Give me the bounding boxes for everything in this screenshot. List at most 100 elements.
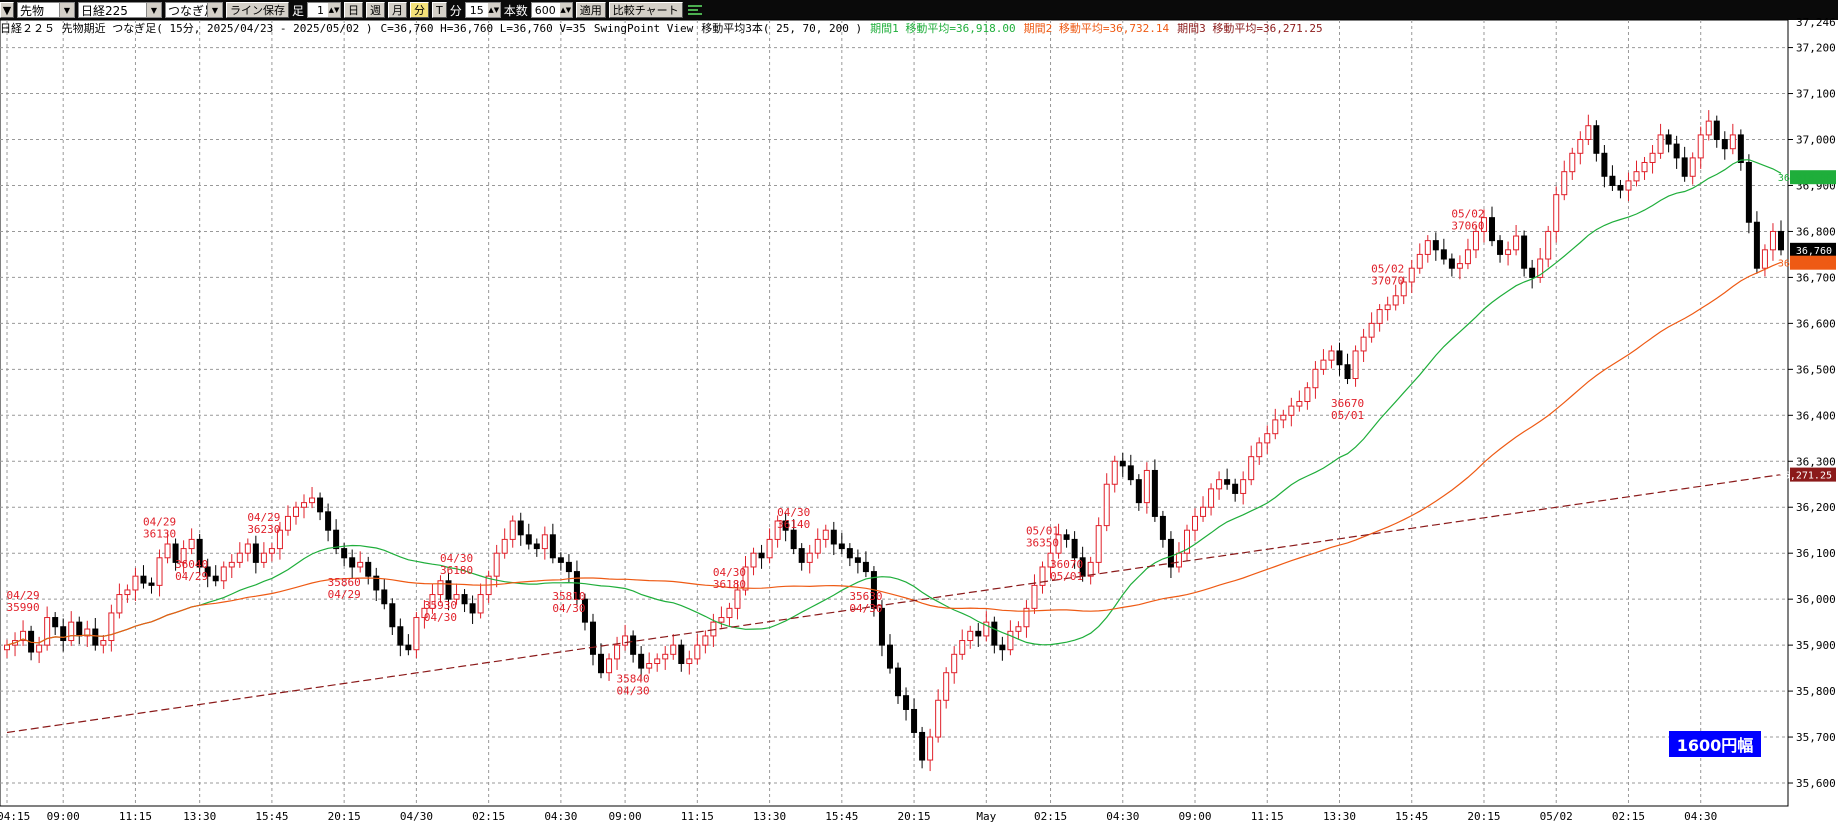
candle-body: [878, 607, 885, 646]
candle-body: [1272, 419, 1279, 435]
x-tick-label: May: [976, 810, 996, 823]
candle-body: [244, 543, 251, 554]
candle-body: [357, 561, 364, 568]
candle-body: [501, 538, 508, 554]
swing-date-label: 04/29: [175, 570, 208, 583]
x-tick-label: 20:15: [898, 810, 931, 823]
candle-body: [517, 520, 524, 536]
spinner-icon: ▲▼: [328, 3, 341, 17]
candle-body: [493, 552, 500, 577]
candle-body: [565, 561, 572, 573]
candle-body: [317, 497, 324, 513]
x-tick-label: 04:30: [1106, 810, 1139, 823]
candle-body: [1424, 240, 1431, 255]
candle-body: [108, 612, 115, 642]
candle-body: [678, 644, 685, 665]
swing-price-label: 35860: [328, 576, 361, 589]
candle-body: [1119, 460, 1126, 467]
unit-stepper[interactable]: 1 ▲▼: [307, 2, 342, 18]
candle-body: [252, 543, 259, 563]
y-tick-label: 35,900: [1796, 639, 1836, 652]
apply-button[interactable]: 適用: [575, 2, 606, 18]
menu-toggle-button[interactable]: ▼: [0, 2, 14, 18]
candle-body: [1432, 240, 1439, 251]
ma1-info: 期間1 移動平均=36,918.00: [870, 22, 1016, 35]
candle-body: [100, 640, 107, 646]
candle-body: [1400, 281, 1407, 297]
candle-body: [268, 548, 275, 554]
candle-body: [1031, 584, 1038, 609]
candle-body: [1713, 120, 1720, 141]
candle-body: [461, 594, 468, 605]
y-tick-label: 36,000: [1796, 593, 1836, 606]
chart-kind-select[interactable]: つなぎ足 ▼: [165, 2, 223, 18]
candle-body: [1745, 161, 1752, 223]
candle-body: [598, 653, 605, 674]
candle-body: [533, 543, 540, 550]
candle-body: [814, 538, 821, 554]
candle-body: [68, 621, 75, 642]
candle-body: [903, 695, 910, 710]
candle-body: [60, 626, 67, 642]
candle-body: [694, 644, 701, 660]
candle-body: [1015, 626, 1022, 632]
candle-body: [999, 644, 1006, 651]
swing-date-label: 05/01: [1050, 570, 1083, 583]
day-button[interactable]: 日: [344, 2, 364, 18]
tick-button[interactable]: T: [432, 2, 447, 18]
candle-body: [1673, 143, 1680, 159]
instrument-select[interactable]: 日経225 ▼: [78, 2, 162, 18]
candle-body: [20, 630, 27, 642]
candle-body: [710, 621, 717, 637]
candle-body: [1761, 249, 1768, 269]
bars-label: 本数: [503, 3, 528, 18]
bars-stepper[interactable]: 600 ▲▼: [530, 2, 573, 18]
candle-body: [1617, 184, 1624, 191]
price-tag-label: 36,271.25: [1778, 471, 1832, 482]
y-tick-label: 37,000: [1796, 134, 1836, 147]
candle-body: [1103, 483, 1110, 527]
candle-body: [991, 621, 998, 646]
week-button[interactable]: 週: [366, 2, 386, 18]
candle-body: [180, 548, 187, 563]
x-tick-label: 04/30: [400, 810, 433, 823]
candle-body: [445, 580, 452, 600]
foot-label: 足: [292, 3, 305, 18]
save-lines-button[interactable]: ライン保存: [226, 2, 289, 18]
x-tick-label: 13:30: [753, 810, 786, 823]
candle-body: [1609, 175, 1616, 186]
compare-chart-button[interactable]: 比較チャート: [608, 2, 683, 18]
period-stepper[interactable]: 15 ▲▼: [464, 2, 501, 18]
x-tick-label: 11:15: [681, 810, 714, 823]
y-tick-label: 37,100: [1796, 88, 1836, 101]
candle-body: [1737, 134, 1744, 163]
ohlc-info: C=36,760 H=36,760 L=36,760 V=35: [380, 22, 586, 35]
candle-body: [389, 603, 396, 628]
x-tick-label: 04:30: [544, 810, 577, 823]
candle-body: [284, 515, 291, 531]
candle-body: [1641, 161, 1648, 173]
market-select[interactable]: 先物 ▼: [17, 2, 75, 18]
minute-unit-label: 分: [449, 3, 462, 18]
month-button[interactable]: 月: [388, 2, 408, 18]
minute-button[interactable]: 分: [410, 2, 430, 18]
period-stepper-value: 15: [469, 3, 484, 17]
swing-price-label: 36230: [247, 523, 280, 536]
candle-body: [1408, 267, 1415, 283]
indicator-icon[interactable]: [686, 3, 704, 17]
candle-body: [1344, 364, 1351, 380]
y-tick-label: 35,800: [1796, 685, 1836, 698]
candle-body: [774, 520, 781, 540]
swing-date-label: 04/29: [7, 589, 40, 602]
candle-body: [156, 557, 163, 586]
candle-body: [862, 561, 869, 573]
candle-body: [1296, 401, 1303, 407]
candle-body: [943, 672, 950, 701]
candle-body: [196, 538, 203, 568]
x-tick-label: 15:45: [1395, 810, 1428, 823]
candle-body: [838, 543, 845, 550]
candle-body: [236, 552, 243, 563]
candle-body: [1216, 479, 1223, 490]
candle-body: [1697, 134, 1704, 159]
candle-body: [541, 534, 548, 550]
